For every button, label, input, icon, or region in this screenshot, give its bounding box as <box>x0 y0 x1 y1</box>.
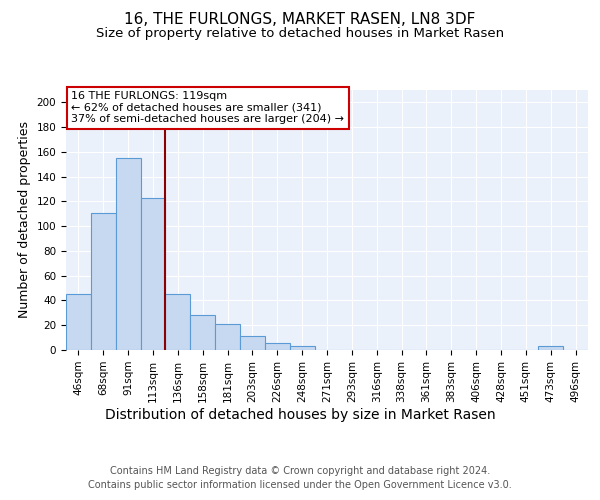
Bar <box>116 158 140 350</box>
Text: Contains HM Land Registry data © Crown copyright and database right 2024.
Contai: Contains HM Land Registry data © Crown c… <box>88 466 512 490</box>
Bar <box>190 316 215 350</box>
Bar <box>265 342 290 350</box>
Y-axis label: Number of detached properties: Number of detached properties <box>18 122 31 318</box>
Bar <box>240 336 265 350</box>
Bar <box>290 346 314 350</box>
Bar <box>538 346 563 350</box>
Bar <box>91 212 116 350</box>
Bar <box>215 324 240 350</box>
Text: Distribution of detached houses by size in Market Rasen: Distribution of detached houses by size … <box>104 408 496 422</box>
Bar <box>166 294 190 350</box>
Text: 16, THE FURLONGS, MARKET RASEN, LN8 3DF: 16, THE FURLONGS, MARKET RASEN, LN8 3DF <box>124 12 476 28</box>
Bar <box>140 198 166 350</box>
Bar <box>66 294 91 350</box>
Text: 16 THE FURLONGS: 119sqm
← 62% of detached houses are smaller (341)
37% of semi-d: 16 THE FURLONGS: 119sqm ← 62% of detache… <box>71 92 344 124</box>
Text: Size of property relative to detached houses in Market Rasen: Size of property relative to detached ho… <box>96 28 504 40</box>
